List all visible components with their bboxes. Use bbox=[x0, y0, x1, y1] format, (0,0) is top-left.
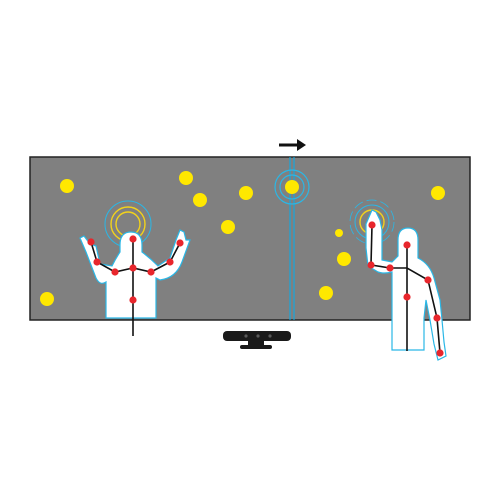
joint bbox=[129, 264, 137, 272]
ball bbox=[239, 186, 253, 200]
joint bbox=[93, 258, 101, 266]
joint bbox=[403, 241, 411, 249]
joint bbox=[129, 296, 137, 304]
ball bbox=[221, 220, 235, 234]
depth-camera-icon bbox=[223, 331, 291, 349]
joint bbox=[367, 261, 375, 269]
ball bbox=[319, 286, 333, 300]
joint bbox=[433, 314, 441, 322]
joints-left bbox=[87, 235, 184, 304]
ball bbox=[179, 171, 193, 185]
center-target bbox=[274, 169, 310, 205]
joint bbox=[368, 221, 376, 229]
joint bbox=[176, 239, 184, 247]
joints-right bbox=[367, 221, 444, 357]
person-hand-raised-icon bbox=[365, 209, 447, 361]
joint bbox=[147, 268, 155, 276]
ball bbox=[337, 252, 351, 266]
joint bbox=[111, 268, 119, 276]
ball bbox=[335, 229, 343, 237]
balls bbox=[40, 171, 445, 306]
ball bbox=[193, 193, 207, 207]
joint bbox=[386, 264, 394, 272]
ball bbox=[60, 179, 74, 193]
arrow-right-icon bbox=[279, 139, 306, 151]
joint bbox=[166, 258, 174, 266]
joint bbox=[87, 238, 95, 246]
joint bbox=[424, 276, 432, 284]
joint bbox=[436, 349, 444, 357]
player-right bbox=[349, 199, 447, 361]
joint bbox=[129, 235, 137, 243]
ball bbox=[40, 292, 54, 306]
player-left bbox=[79, 200, 191, 336]
joint bbox=[403, 293, 411, 301]
person-arms-raised-icon bbox=[79, 229, 191, 319]
ball bbox=[431, 186, 445, 200]
